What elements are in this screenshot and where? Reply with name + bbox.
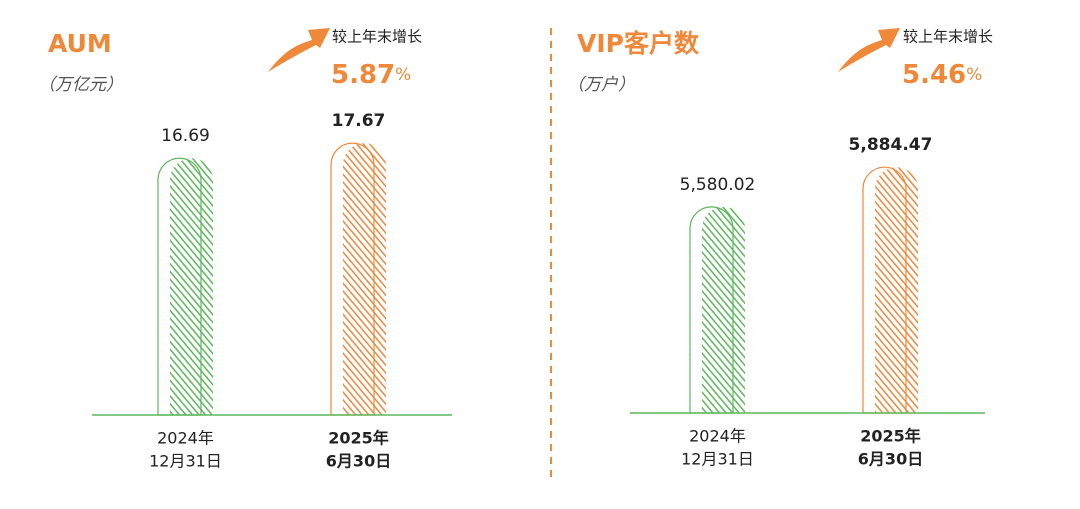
bar bbox=[875, 167, 918, 413]
x-tick-label: 12月31日 bbox=[149, 452, 222, 471]
x-tick-label: 12月31日 bbox=[681, 450, 754, 469]
growth-value: 5.87 bbox=[331, 60, 395, 90]
growth-value-text: 5.87% bbox=[331, 60, 411, 90]
bar bbox=[343, 143, 386, 415]
bar bbox=[170, 158, 213, 415]
growth-arrow bbox=[268, 28, 330, 72]
x-tick-label: 2024年 bbox=[689, 427, 746, 446]
bar bbox=[702, 206, 745, 413]
chart-title: VIP客户数 bbox=[577, 29, 700, 58]
value-label: 5,884.47 bbox=[849, 135, 933, 155]
x-tick-label: 6月30日 bbox=[326, 452, 391, 471]
x-tick-label: 2025年 bbox=[860, 427, 921, 446]
growth-value: 5.46 bbox=[902, 60, 966, 90]
x-tick-label: 6月30日 bbox=[858, 450, 923, 469]
value-label: 16.69 bbox=[161, 126, 210, 146]
x-tick-label: 2025年 bbox=[328, 429, 389, 448]
growth-unit: % bbox=[966, 65, 982, 85]
subtitle: （万亿元） bbox=[38, 75, 123, 95]
chart-title: AUM bbox=[48, 29, 112, 58]
x-tick-label: 2024年 bbox=[157, 429, 214, 448]
growth-arrow bbox=[838, 28, 900, 72]
growth-label: 较上年末增长 bbox=[903, 28, 993, 46]
growth-label: 较上年末增长 bbox=[332, 28, 422, 46]
growth-unit: % bbox=[395, 65, 411, 85]
growth-value-text: 5.46% bbox=[902, 60, 982, 90]
value-label: 17.67 bbox=[332, 111, 386, 131]
subtitle: （万户） bbox=[567, 75, 635, 95]
value-label: 5,580.02 bbox=[680, 175, 756, 195]
